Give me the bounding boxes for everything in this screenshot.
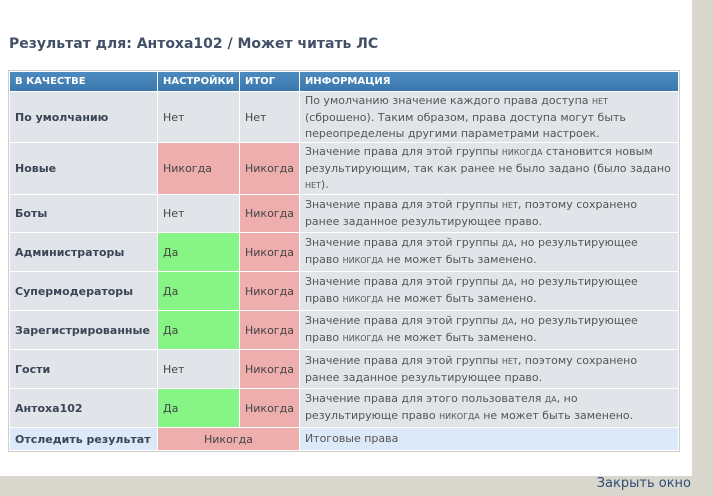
setting-value: Да: [158, 233, 240, 271]
info-segment: не может быть заменено.: [479, 409, 634, 422]
trace-result-row: Отследить результат Никогда Итоговые пра…: [10, 428, 678, 450]
setting-value: Никогда: [158, 143, 240, 194]
table-header: В КАЧЕСТВЕ НАСТРОЙКИ ИТОГ ИНФОРМАЦИЯ: [10, 72, 678, 91]
table-row: По умолчанию Нет Нет По умолчанию значен…: [10, 92, 678, 142]
setting-value: Да: [158, 311, 240, 349]
info-segment: не может быть заменено.: [383, 253, 537, 266]
info-segment: да: [501, 278, 514, 287]
info-text: Значение права для этой группы да, но ре…: [299, 272, 678, 310]
result-value: Нет: [240, 92, 299, 142]
info-segment: Значение права для этой группы: [304, 275, 502, 288]
group-label: Гости: [10, 350, 157, 388]
info-segment: Значение права для этой группы: [304, 314, 502, 327]
table-row: Новые Никогда Никогда Значение права для…: [10, 143, 678, 194]
trace-label: Отследить результат: [10, 428, 157, 450]
info-segment: Значение права для этой группы: [304, 236, 502, 249]
trace-info: Итоговые права: [299, 428, 678, 450]
col-header-result: ИТОГ: [240, 72, 299, 91]
info-segment: нет: [501, 201, 518, 210]
group-label: По умолчанию: [10, 92, 157, 142]
info-segment: , поэтому сохранено ранее заданное резул…: [304, 198, 638, 228]
info-segment: никогда: [439, 412, 480, 421]
info-text: Значение права для этой группы никогда с…: [299, 143, 678, 194]
info-segment: ).: [320, 177, 329, 191]
info-segment: становится новым результирующим, так как…: [304, 144, 671, 175]
result-value: Никогда: [240, 272, 299, 310]
result-value: Никогда: [240, 311, 299, 349]
col-header-info: ИНФОРМАЦИЯ: [299, 72, 678, 91]
info-segment: По умолчанию значение каждого права дост…: [304, 93, 592, 107]
info-segment: (сброшено). Таким образом, права доступа…: [304, 110, 626, 140]
table-row: Гости Нет Никогда Значение права для это…: [10, 350, 678, 388]
setting-value: Да: [158, 272, 240, 310]
col-header-group: В КАЧЕСТВЕ: [10, 72, 157, 91]
info-segment: Значение права для этой группы: [304, 198, 502, 211]
result-value: Никогда: [240, 350, 299, 388]
result-value: Никогда: [240, 233, 299, 271]
table-row: Зарегистрированные Да Никогда Значение п…: [10, 311, 678, 349]
info-segment: Значение права для этого пользователя: [304, 392, 545, 405]
info-text: Значение права для этой группы нет, поэт…: [299, 350, 678, 388]
info-segment: да: [544, 395, 557, 404]
info-segment: нет: [592, 96, 608, 106]
info-segment: не может быть заменено.: [383, 292, 537, 305]
info-segment: не может быть заменено.: [383, 331, 537, 344]
info-segment: да: [501, 239, 514, 248]
info-text: Значение права для этого пользователя да…: [299, 389, 678, 427]
table-row: Антоха102 Да Никогда Значение права для …: [10, 389, 678, 427]
table-row: Супермодераторы Да Никогда Значение прав…: [10, 272, 678, 310]
info-text: По умолчанию значение каждого права дост…: [299, 92, 678, 142]
group-label: Зарегистрированные: [10, 311, 157, 349]
group-label: Новые: [10, 143, 157, 194]
info-segment: никогда: [342, 295, 384, 304]
info-segment: никогда: [342, 334, 384, 343]
info-text: Значение права для этой группы нет, поэт…: [299, 195, 678, 232]
group-label: Боты: [10, 195, 157, 232]
group-label: Антоха102: [10, 389, 157, 427]
setting-value: Нет: [158, 195, 240, 232]
info-segment: нет: [304, 180, 321, 190]
setting-value: Да: [158, 389, 240, 427]
info-segment: никогда: [501, 147, 543, 157]
info-segment: , поэтому сохранено ранее заданное резул…: [304, 353, 638, 384]
info-segment: да: [501, 317, 514, 326]
col-header-setting: НАСТРОЙКИ: [158, 72, 240, 91]
close-window-link[interactable]: Закрыть окно: [596, 476, 691, 491]
trace-value: Никогда: [158, 428, 299, 450]
result-value: Никогда: [240, 195, 299, 232]
info-text: Значение права для этой группы да, но ре…: [299, 311, 678, 349]
info-segment: Значение права для этой группы: [304, 353, 502, 367]
info-segment: , но результирующее право: [304, 236, 638, 266]
setting-value: Нет: [158, 350, 240, 388]
permission-trace-panel: Результат для: Антоха102 / Может читать …: [0, 0, 692, 476]
info-segment: , но результирующее право: [304, 275, 638, 305]
info-segment: никогда: [342, 256, 384, 265]
info-segment: , но результирующее право: [304, 314, 638, 344]
page-title: Результат для: Антоха102 / Может читать …: [9, 36, 379, 52]
info-segment: Значение права для этой группы: [304, 144, 502, 158]
info-text: Значение права для этой группы да, но ре…: [299, 233, 678, 271]
permission-trace-table: В КАЧЕСТВЕ НАСТРОЙКИ ИТОГ ИНФОРМАЦИЯ По …: [8, 70, 680, 452]
group-label: Супермодераторы: [10, 272, 157, 310]
info-segment: , но результирующе право: [304, 392, 578, 422]
info-segment: нет: [501, 356, 518, 366]
table-row: Администраторы Да Никогда Значение права…: [10, 233, 678, 271]
table-row: Боты Нет Никогда Значение права для этой…: [10, 195, 678, 232]
group-label: Администраторы: [10, 233, 157, 271]
setting-value: Нет: [158, 92, 240, 142]
result-value: Никогда: [240, 143, 299, 194]
result-value: Никогда: [240, 389, 299, 427]
